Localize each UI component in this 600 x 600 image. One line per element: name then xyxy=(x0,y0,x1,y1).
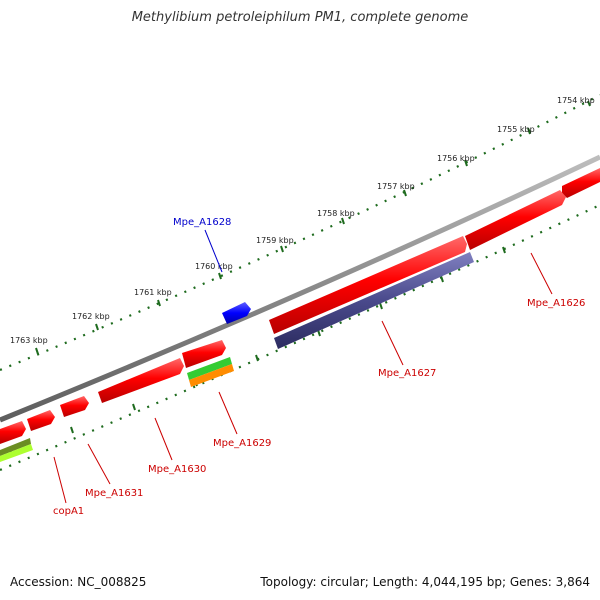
scale-label-1754: 1754 kbp xyxy=(557,96,595,105)
scale-label-1756: 1756 kbp xyxy=(437,154,475,163)
map-title: Methylibium petroleiphilum PM1, complete… xyxy=(131,10,469,25)
label-mpe-a1626: Mpe_A1626 xyxy=(527,298,585,309)
gene-mpe-a1630[interactable] xyxy=(98,358,184,403)
genome-summary-text: Topology: circular; Length: 4,044,195 bp… xyxy=(260,575,590,589)
scale-label-1759: 1759 kbp xyxy=(256,236,294,245)
feature-lime-bar[interactable] xyxy=(0,444,33,462)
feature-green-bar[interactable] xyxy=(187,357,232,380)
gene-mpe-a1631[interactable] xyxy=(60,396,89,417)
feature-orange-bar[interactable] xyxy=(189,364,234,387)
gene-forward-left-edge[interactable] xyxy=(0,421,26,444)
genome-backbone xyxy=(0,154,600,423)
label-mpe-a1629: Mpe_A1629 xyxy=(213,438,271,449)
scale-label-1758: 1758 kbp xyxy=(317,209,355,218)
label-copa1: copA1 xyxy=(53,506,84,517)
gene-mpe-a1627-reverse[interactable] xyxy=(274,252,474,349)
scale-label-1760: 1760 kbp xyxy=(195,262,233,271)
scale-label-1762: 1762 kbp xyxy=(72,312,110,321)
feature-olive-bar[interactable] xyxy=(0,438,31,456)
gene-mpe-a1626[interactable] xyxy=(465,190,566,250)
label-leader-lines xyxy=(53,229,553,504)
label-mpe-a1631: Mpe_A1631 xyxy=(85,488,143,499)
gene-mpe-a1629-forward[interactable] xyxy=(182,340,226,368)
gene-mpe-a1628[interactable] xyxy=(222,302,251,324)
outer-major-ticks xyxy=(35,100,591,355)
scale-label-1755: 1755 kbp xyxy=(497,125,535,134)
accession-text: Accession: NC_008825 xyxy=(10,575,147,589)
scale-label-1763: 1763 kbp xyxy=(10,336,48,345)
scale-label-1757: 1757 kbp xyxy=(377,182,415,191)
scale-label-1761: 1761 kbp xyxy=(134,288,172,297)
label-mpe-a1628: Mpe_A1628 xyxy=(173,217,231,228)
gene-mpe-a1627-forward[interactable] xyxy=(269,236,467,334)
label-mpe-a1627: Mpe_A1627 xyxy=(378,368,436,379)
gene-forward-right-edge[interactable] xyxy=(562,168,600,198)
label-mpe-a1630: Mpe_A1630 xyxy=(148,464,206,475)
gene-copa1-forward[interactable] xyxy=(27,410,55,431)
